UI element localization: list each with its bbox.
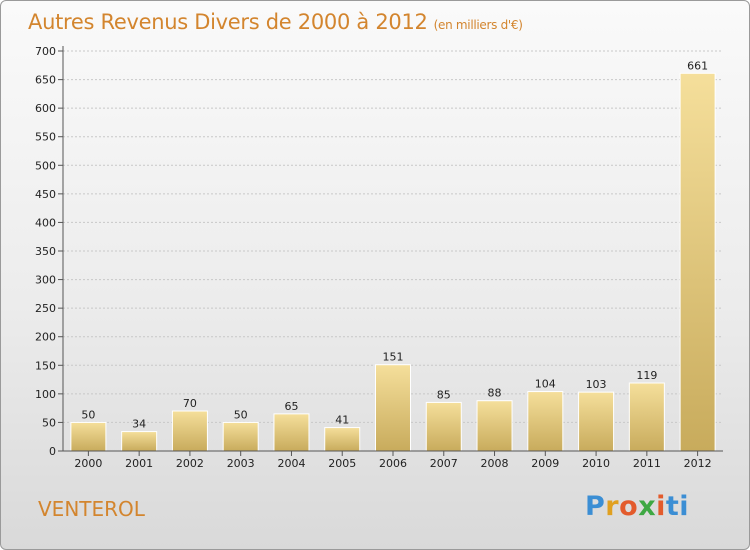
y-tick-label: 650: [35, 74, 56, 87]
y-tick-label: 250: [35, 302, 56, 315]
y-tick-label: 200: [35, 331, 56, 344]
bar: [273, 413, 310, 452]
data-label: 88: [488, 387, 502, 400]
y-tick-label: 0: [49, 445, 56, 458]
y-tick-label: 500: [35, 159, 56, 172]
x-tick-label: 2008: [481, 457, 509, 470]
axes: 0501001502002503003504004505005506006507…: [35, 45, 723, 470]
y-tick-label: 450: [35, 188, 56, 201]
x-tick-label: 2011: [633, 457, 661, 470]
y-tick-label: 400: [35, 216, 56, 229]
value-labels: 50 34 70 50 65 41 151 85 88 104 103 119 661: [81, 59, 708, 430]
chart-title-text: Autres Revenus Divers de 2000 à 2012: [28, 10, 428, 34]
bar: [171, 410, 208, 452]
data-label: 151: [383, 351, 404, 364]
x-tick-label: 2002: [176, 457, 204, 470]
data-label: 104: [535, 378, 556, 391]
data-label: 661: [687, 59, 708, 72]
data-label: 103: [586, 378, 607, 391]
bar: [679, 72, 716, 452]
bar: [70, 421, 107, 452]
data-label: 50: [234, 408, 248, 421]
y-tick-label: 300: [35, 274, 56, 287]
chart-title: Autres Revenus Divers de 2000 à 2012 (en …: [28, 10, 523, 34]
x-tick-label: 2001: [125, 457, 153, 470]
data-label: 65: [284, 400, 298, 413]
grid-lines: [63, 50, 723, 423]
data-label: 85: [437, 388, 451, 401]
data-label: 41: [335, 414, 349, 427]
y-tick-label: 350: [35, 245, 56, 258]
data-label: 50: [81, 408, 95, 421]
chart-subtitle: (en milliers d'€): [433, 18, 523, 32]
bar: [222, 421, 259, 452]
y-tick-label: 50: [42, 416, 56, 429]
x-tick-label: 2005: [328, 457, 356, 470]
data-label: 34: [132, 418, 146, 431]
x-tick-label: 2010: [582, 457, 610, 470]
bar: [121, 431, 158, 452]
x-tick-label: 2006: [379, 457, 407, 470]
x-tick-label: 2004: [277, 457, 305, 470]
commune-name: VENTEROL: [38, 497, 145, 521]
x-tick-label: 2000: [74, 457, 102, 470]
x-tick-label: 2003: [227, 457, 255, 470]
y-tick-label: 100: [35, 388, 56, 401]
data-label: 119: [636, 369, 657, 382]
data-label: 70: [183, 397, 197, 410]
bars: [70, 72, 716, 452]
y-tick-label: 700: [35, 45, 56, 58]
y-tick-label: 550: [35, 131, 56, 144]
bar: [527, 391, 564, 452]
brand-logo: Proxiti: [585, 491, 690, 522]
bar: [375, 364, 411, 452]
bar: [628, 382, 665, 452]
bar: [578, 391, 615, 452]
x-tick-label: 2007: [430, 457, 458, 470]
x-tick-label: 2009: [531, 457, 559, 470]
bar: [476, 400, 513, 452]
bar: [425, 401, 462, 452]
y-tick-label: 150: [35, 359, 56, 372]
bar: [324, 427, 361, 452]
y-tick-label: 600: [35, 102, 56, 115]
x-tick-label: 2012: [684, 457, 712, 470]
